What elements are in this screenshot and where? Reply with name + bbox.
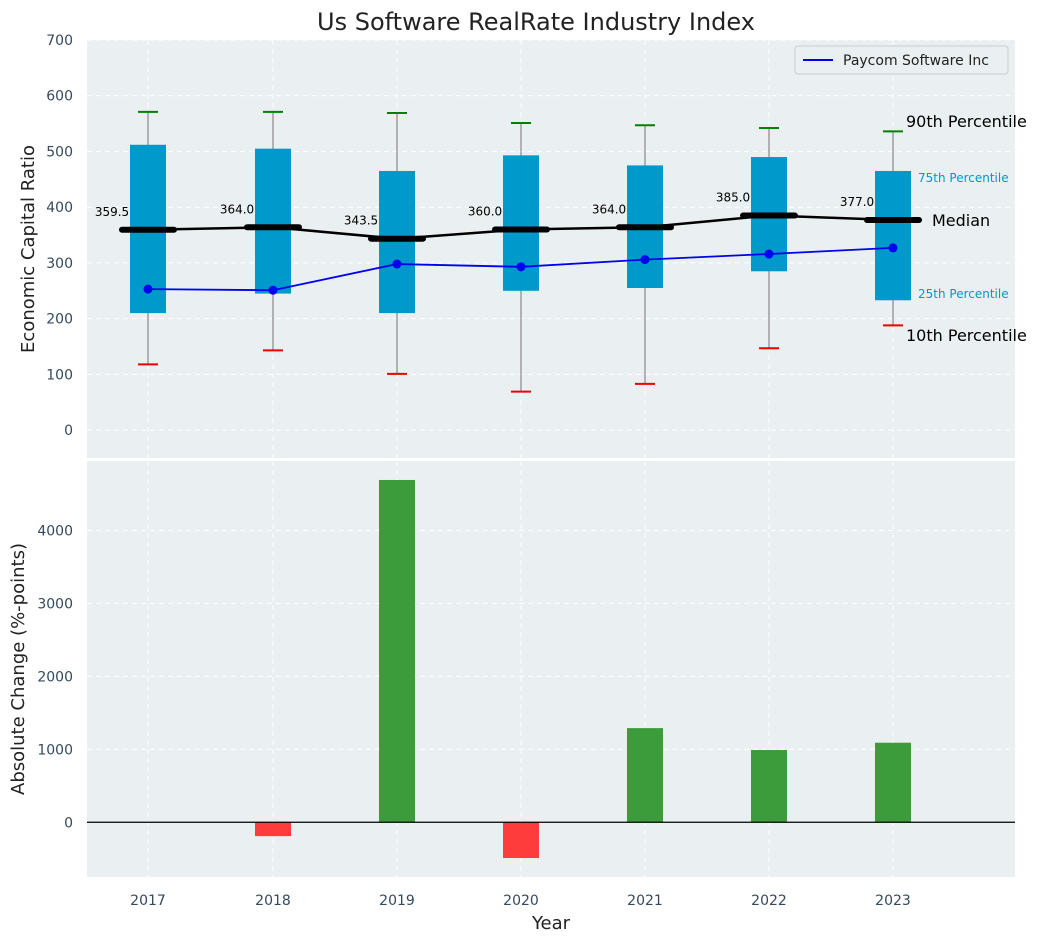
bottom-y-axis-label: Absolute Change (%-points) xyxy=(8,543,29,795)
x-tick-labels: 2017 2018 2019 2020 2021 2022 2023 xyxy=(130,893,911,909)
annotation-p10: 10th Percentile xyxy=(906,326,1027,345)
x-tick-label: 2023 xyxy=(875,893,911,909)
x-tick-label: 2019 xyxy=(379,893,415,909)
top-y-axis-label: Economic Capital Ratio xyxy=(18,145,39,353)
legend-label: Paycom Software Inc xyxy=(843,53,989,69)
bottom-grid xyxy=(87,461,1015,877)
company-point xyxy=(764,249,774,259)
top-y-tick-label: 100 xyxy=(46,367,73,383)
bottom-y-tick-label: 0 xyxy=(64,815,73,831)
median-value-label: 360.0 xyxy=(468,204,502,218)
company-point xyxy=(143,284,153,294)
top-y-tick-label: 300 xyxy=(46,256,73,272)
iqr-box xyxy=(875,170,911,301)
top-y-tick-label: 700 xyxy=(46,33,73,49)
company-point xyxy=(392,259,402,269)
median-value-label: 359.5 xyxy=(95,205,129,219)
annotation-p75: 75th Percentile xyxy=(918,171,1009,185)
bottom-y-tick-label: 4000 xyxy=(37,523,73,539)
bottom-y-tick-label: 3000 xyxy=(37,596,73,612)
bottom-y-tick-label: 1000 xyxy=(37,742,73,758)
x-tick-label: 2021 xyxy=(627,893,663,909)
top-y-tick-label: 600 xyxy=(46,89,73,105)
change-bar xyxy=(255,822,291,837)
bottom-y-tick-labels: 0 1000 2000 3000 4000 xyxy=(37,523,73,831)
company-point xyxy=(640,255,650,265)
legend: Paycom Software Inc xyxy=(794,45,1009,75)
change-bar xyxy=(379,479,415,823)
x-tick-label: 2022 xyxy=(751,893,787,909)
median-value-label: 364.0 xyxy=(592,202,626,216)
iqr-box xyxy=(379,170,415,314)
x-axis-label: Year xyxy=(531,913,571,934)
top-y-tick-label: 400 xyxy=(46,200,73,216)
median-value-label: 364.0 xyxy=(220,202,254,216)
top-y-tick-label: 200 xyxy=(46,312,73,328)
annotation-median: Median xyxy=(932,211,990,230)
iqr-box xyxy=(255,148,291,294)
bottom-plot-marks xyxy=(87,479,1015,859)
legend-box xyxy=(794,45,1009,75)
company-point xyxy=(268,285,278,295)
median-value-label: 377.0 xyxy=(840,195,874,209)
annotation-p25: 25th Percentile xyxy=(918,287,1009,301)
annotation-p90: 90th Percentile xyxy=(906,112,1027,131)
company-point xyxy=(888,243,898,253)
top-y-tick-label: 0 xyxy=(64,423,73,439)
change-bar xyxy=(627,728,663,823)
change-bar xyxy=(503,822,539,859)
x-tick-label: 2018 xyxy=(255,893,291,909)
change-bar xyxy=(751,750,787,823)
top-y-tick-labels: 0 100 200 300 400 500 600 700 xyxy=(46,33,73,439)
x-tick-label: 2017 xyxy=(130,893,166,909)
bottom-y-tick-label: 2000 xyxy=(37,669,73,685)
median-value-label: 343.5 xyxy=(344,214,378,228)
top-plot-marks: 359.5 364.0 343.5 360.0 364.0 385.0 377.0 xyxy=(95,110,922,393)
change-bar xyxy=(875,742,911,823)
x-tick-label: 2020 xyxy=(503,893,539,909)
top-y-tick-label: 500 xyxy=(46,144,73,160)
chart-title: Us Software RealRate Industry Index xyxy=(317,8,755,36)
company-point xyxy=(516,262,526,272)
median-value-label: 385.0 xyxy=(716,191,750,205)
